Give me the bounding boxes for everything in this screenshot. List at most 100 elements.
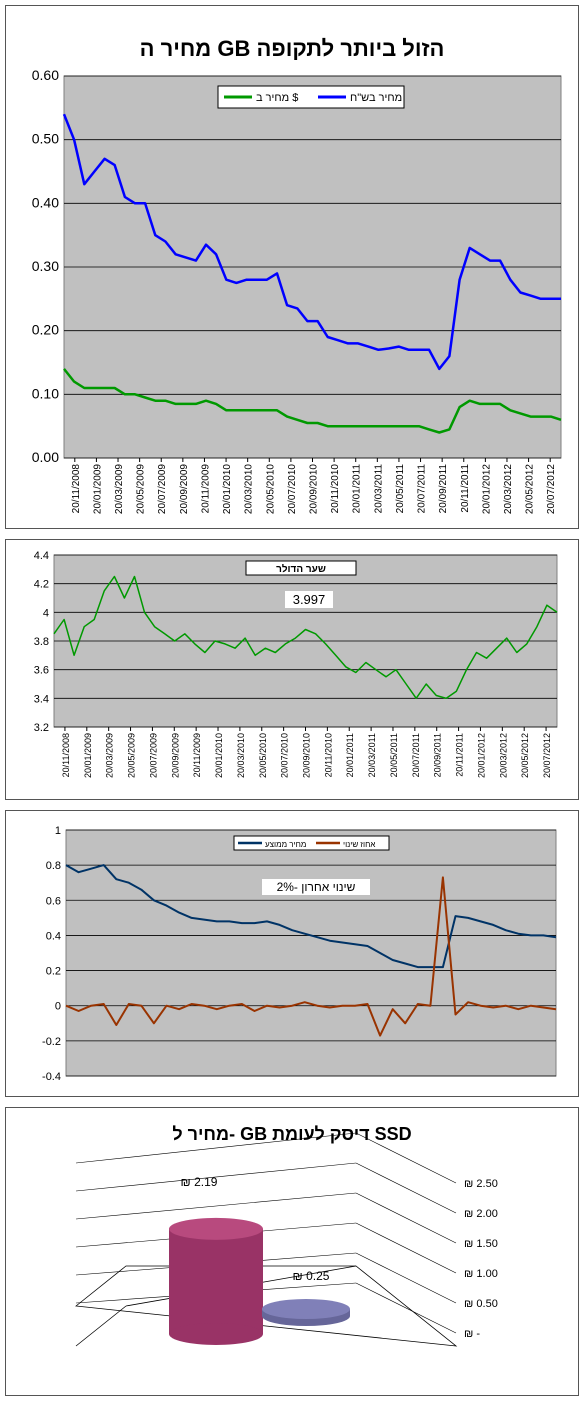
x-tick-label: 20/03/2010 [236,733,246,778]
x-tick-label: 20/01/2012 [481,464,492,514]
avg-price-change-chart: -0.4 -0.2 0 0.2 0.4 0.6 0.8 1 מחיר ממוצע אחוז שינ… [42,825,557,1083]
y-tick-label: 1 [55,825,61,837]
y-tick-label: 3.2 [34,722,49,734]
bar-1-bottom [169,1323,263,1345]
x-tick-label: 20/05/2012 [525,464,536,514]
y-tick-label: 0.20 [32,322,59,338]
y-tick-label: ₪ 2.50 [464,1178,498,1190]
x-tick-label: 20/11/2010 [323,733,333,777]
y-tick-label: ₪ 0.50 [464,1298,498,1310]
x-tick-label: 20/07/2011 [417,464,428,514]
gridline [75,1132,357,1164]
x-tick-label: 20/01/2009 [83,733,93,778]
chart-title: מחיר ה GB הזול ביותר לתקופה [140,36,445,61]
x-tick-label: 20/05/2009 [136,464,147,514]
x-tick-label: 20/09/2011 [433,733,443,777]
x-tick-label: 20/01/2010 [222,464,233,514]
chart-panel-3: -0.4 -0.2 0 0.2 0.4 0.6 0.8 1 מחיר ממוצע אחוז שינ… [5,810,579,1097]
x-tick-label: 20/03/2009 [105,733,115,778]
series-line-1 [62,113,561,371]
floor-edge [75,1305,127,1347]
x-tick-label: 20/11/2010 [330,464,341,514]
x-tick-label: 20/11/2011 [455,733,465,777]
y-tick-label: 4 [43,607,49,619]
x-tick-label: 20/05/2009 [127,733,137,778]
x-tick-label: 20/11/2008 [61,733,71,777]
annotation-box [262,879,370,895]
y-tick-label: ₪ 1.00 [464,1268,498,1280]
x-tick-label: 20/07/2012 [546,464,557,514]
plot-area [65,829,557,1077]
annotation-label: 3.997 [293,592,326,607]
y-tick-label: 3.4 [34,693,49,705]
gridline [355,1192,457,1244]
x-tick-label: 20/03/2011 [367,733,377,777]
x-tick-label: 20/01/2009 [92,464,103,514]
x-tick-label: 20/09/2010 [302,733,312,778]
gridline [355,1162,457,1214]
legend-label: מחיר בש"ח [350,92,402,104]
x-tick-label: 20/11/2009 [200,464,211,514]
bar-2-label: ₪ 0.25 [293,1269,330,1283]
x-tick-label: 20/09/2011 [438,464,449,514]
x-tick-label: 20/03/2012 [498,733,508,778]
x-tick-label: 20/05/2010 [265,464,276,514]
x-tick-label: 20/07/2010 [287,464,298,514]
x-tick-label: 20/01/2011 [352,464,363,514]
gridline [355,1132,457,1184]
legend-label: מחיר ב $ [256,92,298,104]
x-tick-label: 20/07/2009 [148,733,158,778]
chart-panel-4: מחיר ל- GB דיסק לעומת SSD ₪ - ₪ 0.50 ₪ 1.00… [5,1107,579,1396]
disk-vs-ssd-chart: מחיר ל- GB דיסק לעומת SSD ₪ - ₪ 0.50 ₪ 1.00… [74,1124,498,1347]
y-tick-label: 4.4 [34,550,49,562]
y-tick-label: 0.4 [46,930,61,942]
bar-2-top [262,1299,350,1319]
gridline [355,1252,457,1304]
chart-panel-2: 3.2 3.4 3.6 3.8 4 4.2 4.4 20/11/2008 20/01/2009 2… [5,539,579,800]
x-tick-label: 20/11/2009 [192,733,202,777]
y-tick-label: 0.2 [46,966,61,978]
bar-1-label: ₪ 2.19 [181,1175,218,1189]
x-tick-label: 20/09/2009 [179,464,190,514]
bar-1-top [169,1217,263,1240]
x-tick-label: 20/11/2008 [71,464,82,514]
y-tick-label: 0.6 [46,895,61,907]
x-tick-label: 20/09/2009 [170,733,180,778]
y-tick-label: -0.2 [42,1036,61,1048]
x-tick-label: 20/05/2012 [520,733,530,778]
chart-panel-1: מחיר ה GB הזול ביותר לתקופה 0.00 0.10 0.20 0… [5,5,579,529]
x-tick-label: 20/07/2009 [157,464,168,514]
x-tick-label: 20/03/2011 [373,464,384,514]
y-tick-label: 0.40 [32,194,59,210]
y-tick-label: 0.8 [46,860,61,872]
y-tick-label: -0.4 [42,1071,61,1083]
x-tick-label: 20/01/2012 [476,733,486,778]
chart-title: מחיר ל- GB דיסק לעומת SSD [172,1124,411,1144]
x-tick-label: 20/07/2012 [542,733,552,778]
x-tick-label: 20/03/2010 [244,464,255,514]
legend-label: אחוז שינוי [343,840,375,849]
x-tick-label: 20/11/2011 [460,464,471,513]
x-tick-label: 20/07/2011 [411,733,421,777]
y-tick-label: 0.10 [32,385,59,401]
annotation-label: שינוי אחרון -2% [277,880,356,894]
y-tick-label: ₪ 2.00 [464,1208,498,1220]
y-tick-label: ₪ - [464,1328,480,1340]
x-tick-label: 20/01/2011 [345,733,355,777]
y-tick-label: ₪ 1.50 [464,1238,498,1250]
x-tick-label: 20/07/2010 [280,733,290,778]
gb-price-chart: מחיר ה GB הזול ביותר לתקופה 0.00 0.10 0.20 0… [32,36,562,514]
series-line-2 [65,876,557,1037]
x-tick-label: 20/03/2009 [114,464,125,514]
y-tick-label: 0.30 [32,258,59,274]
legend-box [233,835,390,851]
y-tick-label: 3.6 [34,665,49,677]
gridline [75,1192,357,1220]
series-line-2 [63,368,562,434]
legend-box [217,85,405,109]
chart-title: שער הדולר [276,563,326,575]
annotation-box [285,591,333,608]
x-tick-label: 20/01/2010 [214,733,224,778]
x-tick-label: 20/05/2011 [395,464,406,514]
dollar-rate-chart: 3.2 3.4 3.6 3.8 4 4.2 4.4 20/11/2008 20/01/2009 2… [34,550,558,778]
